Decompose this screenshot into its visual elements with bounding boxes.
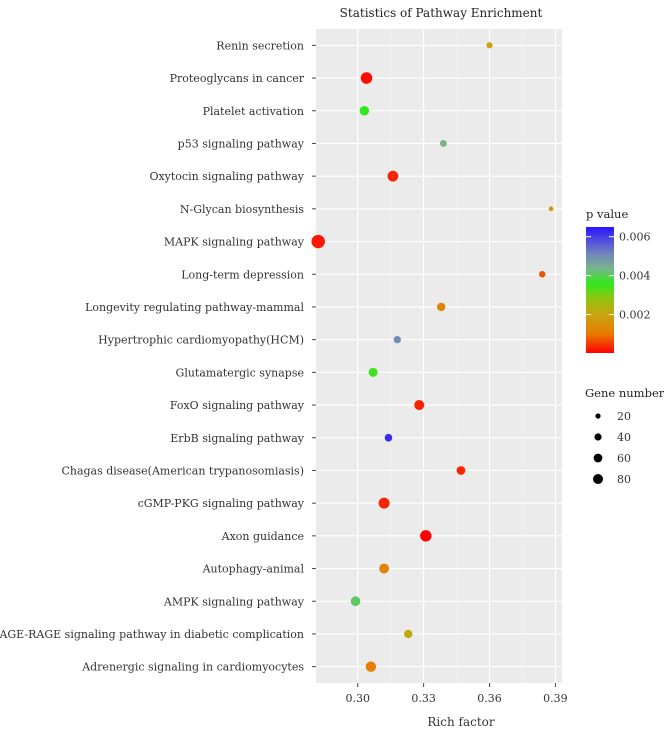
plot-panel [316, 29, 562, 683]
data-point [538, 271, 546, 278]
data-point [548, 206, 554, 212]
pathway-label: Adrenergic signaling in cardiomyocytes [81, 661, 304, 674]
data-point [311, 234, 325, 249]
pathway-label: Platelet activation [203, 105, 304, 118]
size-legend-label: 40 [617, 431, 631, 444]
pathway-label: Glutamatergic synapse [176, 366, 304, 379]
gene-number-legend: Gene number 20 40 60 80 [585, 386, 664, 486]
size-legend-label: 20 [617, 410, 631, 423]
pathway-label: Long-term depression [181, 268, 304, 281]
size-legend-label: 60 [617, 452, 631, 465]
pathway-label: Renin secretion [216, 39, 304, 52]
data-point [420, 530, 432, 542]
data-point [387, 170, 399, 182]
size-legend-dot [593, 453, 603, 463]
x-axis-ticks: 0.30 0.33 0.36 0.39 [345, 683, 568, 705]
pathway-label: Oxytocin signaling pathway [149, 170, 304, 183]
p-value-colorbar [586, 227, 614, 353]
x-tick-label: 0.39 [543, 692, 568, 705]
data-point [393, 335, 401, 344]
p-value-legend-title: p value [586, 207, 628, 221]
data-point [379, 563, 390, 574]
pathway-label: FoxO signaling pathway [170, 399, 305, 412]
pathway-label: Hypertrophic cardiomyopathy(HCM) [98, 334, 304, 347]
colorbar-tick-label: 0.004 [619, 270, 651, 283]
pathway-label: Autophagy-animal [202, 563, 305, 576]
pathway-label: Axon guidance [221, 530, 304, 543]
x-tick-label: 0.33 [411, 692, 436, 705]
colorbar-ticks: 0.006 0.004 0.002 [586, 231, 651, 322]
colorbar-tick-label: 0.006 [619, 231, 651, 244]
data-points [311, 42, 554, 672]
pathway-label: N-Glycan biosynthesis [180, 203, 304, 216]
data-point [378, 497, 390, 509]
size-legend-dot [592, 473, 604, 485]
chart-title: Statistics of Pathway Enrichment [340, 6, 543, 20]
data-point [439, 139, 447, 147]
data-point [384, 433, 393, 442]
pathway-label: AMPK signaling pathway [163, 595, 305, 608]
x-axis-title: Rich factor [427, 715, 495, 729]
data-point [414, 400, 425, 411]
pathway-label: ErbB signaling pathway [170, 432, 304, 445]
data-point [368, 367, 378, 377]
pathway-label: MAPK signaling pathway [164, 236, 305, 249]
pathway-label: Proteoglycans in cancer [170, 72, 305, 85]
p-value-legend: p value 0.006 0.004 0.002 [586, 207, 651, 353]
pathway-labels: Renin secretion Proteoglycans in cancer Pl… [0, 39, 316, 674]
pathway-label: Longevity regulating pathway-mammal [85, 301, 304, 314]
pathway-label: Chagas disease(American trypanosomiasis) [61, 464, 304, 477]
pathway-label: p53 signaling pathway [178, 137, 305, 150]
gene-number-legend-items: 20 40 60 80 [592, 410, 631, 486]
x-tick-label: 0.30 [345, 692, 370, 705]
data-point [350, 596, 361, 607]
data-point [365, 661, 377, 672]
pathway-label: AGE-RAGE signaling pathway in diabetic c… [0, 628, 304, 641]
data-point [359, 106, 370, 116]
data-point [436, 302, 446, 312]
colorbar-tick-label: 0.002 [619, 309, 651, 322]
data-point [404, 629, 413, 639]
size-legend-label: 80 [617, 473, 631, 486]
pathway-label: cGMP-PKG signaling pathway [138, 497, 305, 510]
grid-lines [316, 29, 562, 683]
data-point [456, 466, 466, 475]
size-legend-dot [594, 433, 602, 441]
data-point [486, 42, 493, 49]
size-legend-dot [595, 413, 601, 419]
gene-number-legend-title: Gene number [585, 386, 664, 400]
x-tick-label: 0.36 [477, 692, 502, 705]
data-point [360, 72, 373, 84]
